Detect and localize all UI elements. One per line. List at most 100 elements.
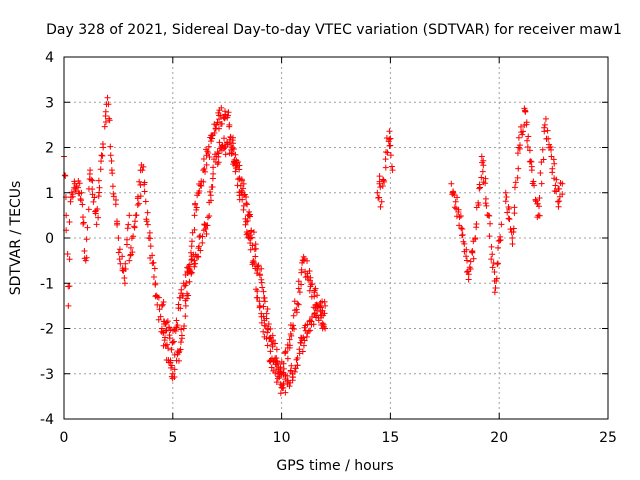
data-point	[122, 260, 129, 267]
data-point	[467, 258, 474, 265]
data-point	[536, 195, 543, 202]
data-point	[69, 191, 76, 198]
data-point	[295, 278, 302, 285]
data-point	[83, 254, 90, 261]
y-tick-label: 4	[45, 50, 54, 66]
data-point	[515, 134, 522, 141]
data-point	[494, 260, 501, 267]
data-point	[188, 238, 195, 245]
data-point	[556, 198, 563, 205]
data-point	[178, 286, 185, 293]
data-point	[182, 302, 189, 309]
data-point	[488, 256, 495, 263]
data-point	[79, 214, 86, 221]
data-point	[307, 327, 314, 334]
data-point	[119, 253, 126, 260]
data-point	[99, 141, 106, 148]
data-point	[204, 222, 211, 229]
data-point	[322, 325, 329, 332]
data-point	[258, 265, 265, 272]
data-point	[130, 233, 137, 240]
data-point	[196, 234, 203, 241]
data-point	[232, 151, 239, 158]
data-point	[207, 192, 214, 199]
data-point	[250, 257, 257, 264]
data-point	[493, 275, 500, 282]
data-point	[202, 168, 209, 175]
data-point	[492, 284, 499, 291]
data-point	[253, 270, 260, 277]
data-point	[260, 303, 267, 310]
data-point	[167, 326, 174, 333]
data-point	[553, 176, 560, 183]
data-point	[114, 220, 121, 227]
data-point	[252, 245, 259, 252]
data-point	[520, 128, 527, 135]
data-point	[76, 180, 83, 187]
data-point	[284, 379, 291, 386]
data-point	[524, 144, 531, 151]
x-tick-label: 0	[60, 430, 69, 446]
data-point	[244, 217, 251, 224]
data-point	[115, 249, 122, 256]
data-point	[122, 265, 129, 272]
data-point	[206, 154, 213, 161]
data-point	[150, 259, 157, 266]
data-point	[457, 213, 464, 220]
data-point	[277, 390, 284, 397]
data-point	[214, 119, 221, 126]
data-point	[273, 346, 280, 353]
data-point	[304, 257, 311, 264]
data-point	[95, 177, 102, 184]
data-point	[510, 225, 517, 232]
data-point	[205, 150, 212, 157]
data-point	[515, 165, 522, 172]
data-point	[559, 191, 566, 198]
data-point	[494, 261, 501, 268]
data-point	[470, 255, 477, 262]
data-point	[294, 362, 301, 369]
data-point	[479, 168, 486, 175]
data-point	[545, 135, 552, 142]
data-point	[127, 252, 134, 259]
data-point	[199, 239, 206, 246]
data-point	[193, 206, 200, 213]
data-point	[226, 139, 233, 146]
data-point	[164, 318, 171, 325]
data-point	[86, 170, 93, 177]
data-point	[288, 332, 295, 339]
data-point	[239, 196, 246, 203]
data-point	[290, 322, 297, 329]
data-point	[387, 135, 394, 142]
data-point	[487, 220, 494, 227]
data-point	[173, 317, 180, 324]
data-point	[203, 231, 210, 238]
data-point	[276, 374, 283, 381]
data-point	[296, 289, 303, 296]
x-tick-label: 15	[381, 430, 399, 446]
data-point	[144, 221, 151, 228]
y-tick-label: -2	[40, 322, 54, 338]
data-point	[198, 182, 205, 189]
data-point	[514, 150, 521, 157]
data-point	[511, 210, 518, 217]
data-point	[463, 257, 470, 264]
data-point	[218, 104, 225, 111]
data-point	[134, 193, 141, 200]
data-point	[182, 282, 189, 289]
data-point	[174, 322, 181, 329]
data-point	[210, 170, 217, 177]
data-point	[89, 177, 96, 184]
data-point	[506, 205, 513, 212]
data-point	[377, 203, 384, 210]
data-point	[146, 229, 153, 236]
data-point	[280, 365, 287, 372]
data-point	[463, 253, 470, 260]
data-point	[291, 325, 298, 332]
data-point	[105, 101, 112, 108]
data-point	[376, 173, 383, 180]
data-point	[293, 309, 300, 316]
data-point	[125, 221, 132, 228]
data-point	[240, 202, 247, 209]
data-point	[307, 274, 314, 281]
